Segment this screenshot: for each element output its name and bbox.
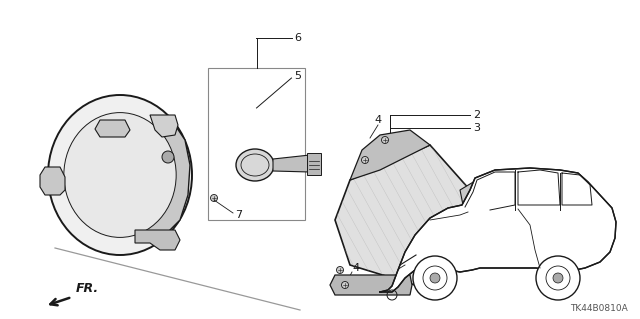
Polygon shape	[460, 175, 500, 215]
Ellipse shape	[236, 149, 274, 181]
Circle shape	[413, 256, 457, 300]
Polygon shape	[140, 125, 190, 235]
Circle shape	[337, 266, 344, 273]
Polygon shape	[40, 167, 65, 195]
Polygon shape	[335, 145, 470, 285]
Circle shape	[430, 273, 440, 283]
Text: 4: 4	[476, 257, 484, 267]
Circle shape	[536, 256, 580, 300]
Text: FR.: FR.	[76, 282, 99, 295]
Text: 1: 1	[521, 183, 528, 193]
Text: 7: 7	[235, 210, 242, 220]
Polygon shape	[330, 275, 412, 295]
Circle shape	[362, 157, 369, 164]
Text: 6: 6	[294, 33, 301, 43]
Text: 2: 2	[473, 110, 480, 120]
Text: 3: 3	[473, 123, 480, 133]
Polygon shape	[135, 230, 180, 250]
Circle shape	[162, 151, 174, 163]
Ellipse shape	[48, 95, 192, 255]
Circle shape	[211, 195, 218, 202]
Circle shape	[342, 281, 349, 288]
Text: 5: 5	[294, 71, 301, 81]
Text: TK44B0810A: TK44B0810A	[570, 304, 628, 313]
Polygon shape	[380, 168, 616, 292]
Circle shape	[553, 273, 563, 283]
Polygon shape	[350, 130, 430, 180]
Polygon shape	[273, 155, 317, 172]
Text: 4: 4	[374, 115, 381, 125]
Ellipse shape	[481, 179, 503, 197]
Circle shape	[381, 137, 388, 144]
Bar	[208, 68, 305, 220]
Bar	[307, 153, 321, 175]
Ellipse shape	[64, 113, 176, 237]
Polygon shape	[95, 120, 130, 137]
Polygon shape	[150, 115, 178, 137]
Text: 4: 4	[353, 263, 360, 273]
